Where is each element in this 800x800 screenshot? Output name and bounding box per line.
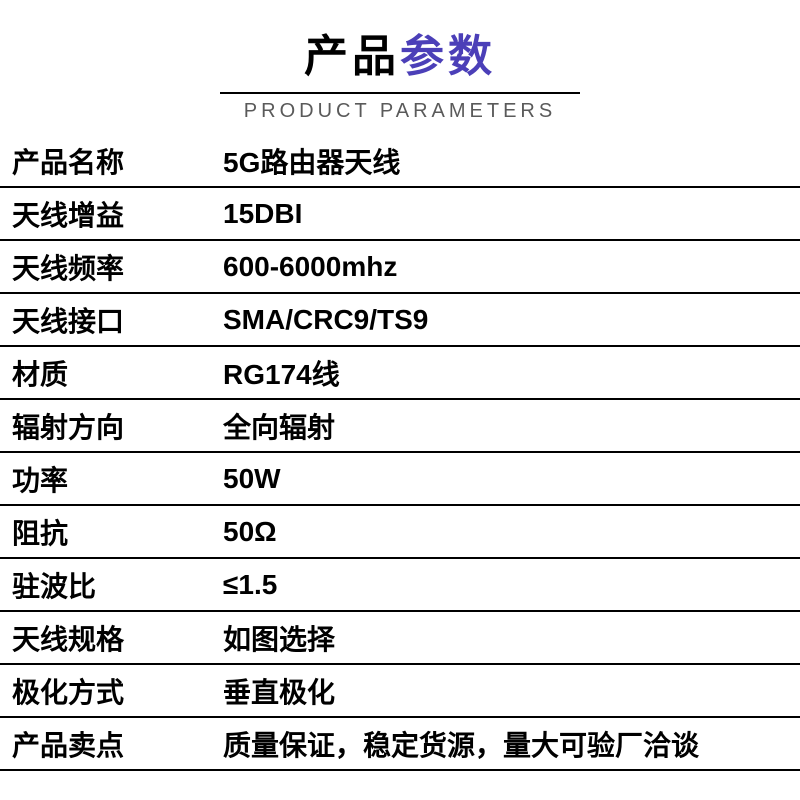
row-label: 阻抗: [0, 512, 215, 552]
table-row: 极化方式 垂直极化: [0, 665, 800, 718]
title-en: PRODUCT PARAMETERS: [0, 100, 800, 123]
table-row: 驻波比 ≤1.5: [0, 559, 800, 612]
table-row: 辐射方向 全向辐射: [0, 400, 800, 453]
row-label: 极化方式: [0, 671, 215, 711]
table-row: 产品卖点 质量保证，稳定货源，量大可验厂洽谈: [0, 718, 800, 771]
header: 产品参数 PRODUCT PARAMETERS: [0, 0, 800, 135]
table-row: 产品名称 5G路由器天线: [0, 135, 800, 188]
row-label: 天线规格: [0, 618, 215, 658]
title-cn: 产品参数: [0, 20, 800, 84]
row-label: 产品名称: [0, 141, 215, 181]
row-label: 驻波比: [0, 565, 215, 605]
row-value: 15DBI: [215, 198, 800, 230]
row-label: 辐射方向: [0, 406, 215, 446]
row-value: 如图选择: [215, 618, 800, 658]
row-label: 天线接口: [0, 300, 215, 340]
row-value: 50W: [215, 463, 800, 495]
table-row: 天线频率 600-6000mhz: [0, 241, 800, 294]
title-cn-part1: 产品: [304, 32, 400, 81]
row-value: 质量保证，稳定货源，量大可验厂洽谈: [215, 724, 800, 764]
row-value: RG174线: [215, 353, 800, 393]
table-row: 天线规格 如图选择: [0, 612, 800, 665]
row-value: 5G路由器天线: [215, 141, 800, 181]
table-row: 材质 RG174线: [0, 347, 800, 400]
row-value: 全向辐射: [215, 406, 800, 446]
row-label: 天线增益: [0, 194, 215, 234]
table-row: 功率 50W: [0, 453, 800, 506]
row-label: 天线频率: [0, 247, 215, 287]
row-value: 垂直极化: [215, 671, 800, 711]
table-row: 阻抗 50Ω: [0, 506, 800, 559]
title-underline: [220, 92, 580, 94]
row-label: 产品卖点: [0, 724, 215, 764]
parameters-table: 产品名称 5G路由器天线 天线增益 15DBI 天线频率 600-6000mhz…: [0, 135, 800, 771]
row-value: 600-6000mhz: [215, 251, 800, 283]
row-value: ≤1.5: [215, 569, 800, 601]
row-value: 50Ω: [215, 516, 800, 548]
table-row: 天线接口 SMA/CRC9/TS9: [0, 294, 800, 347]
table-row: 天线增益 15DBI: [0, 188, 800, 241]
title-cn-part2: 参数: [400, 32, 496, 81]
row-label: 材质: [0, 353, 215, 393]
row-value: SMA/CRC9/TS9: [215, 304, 800, 336]
row-label: 功率: [0, 459, 215, 499]
